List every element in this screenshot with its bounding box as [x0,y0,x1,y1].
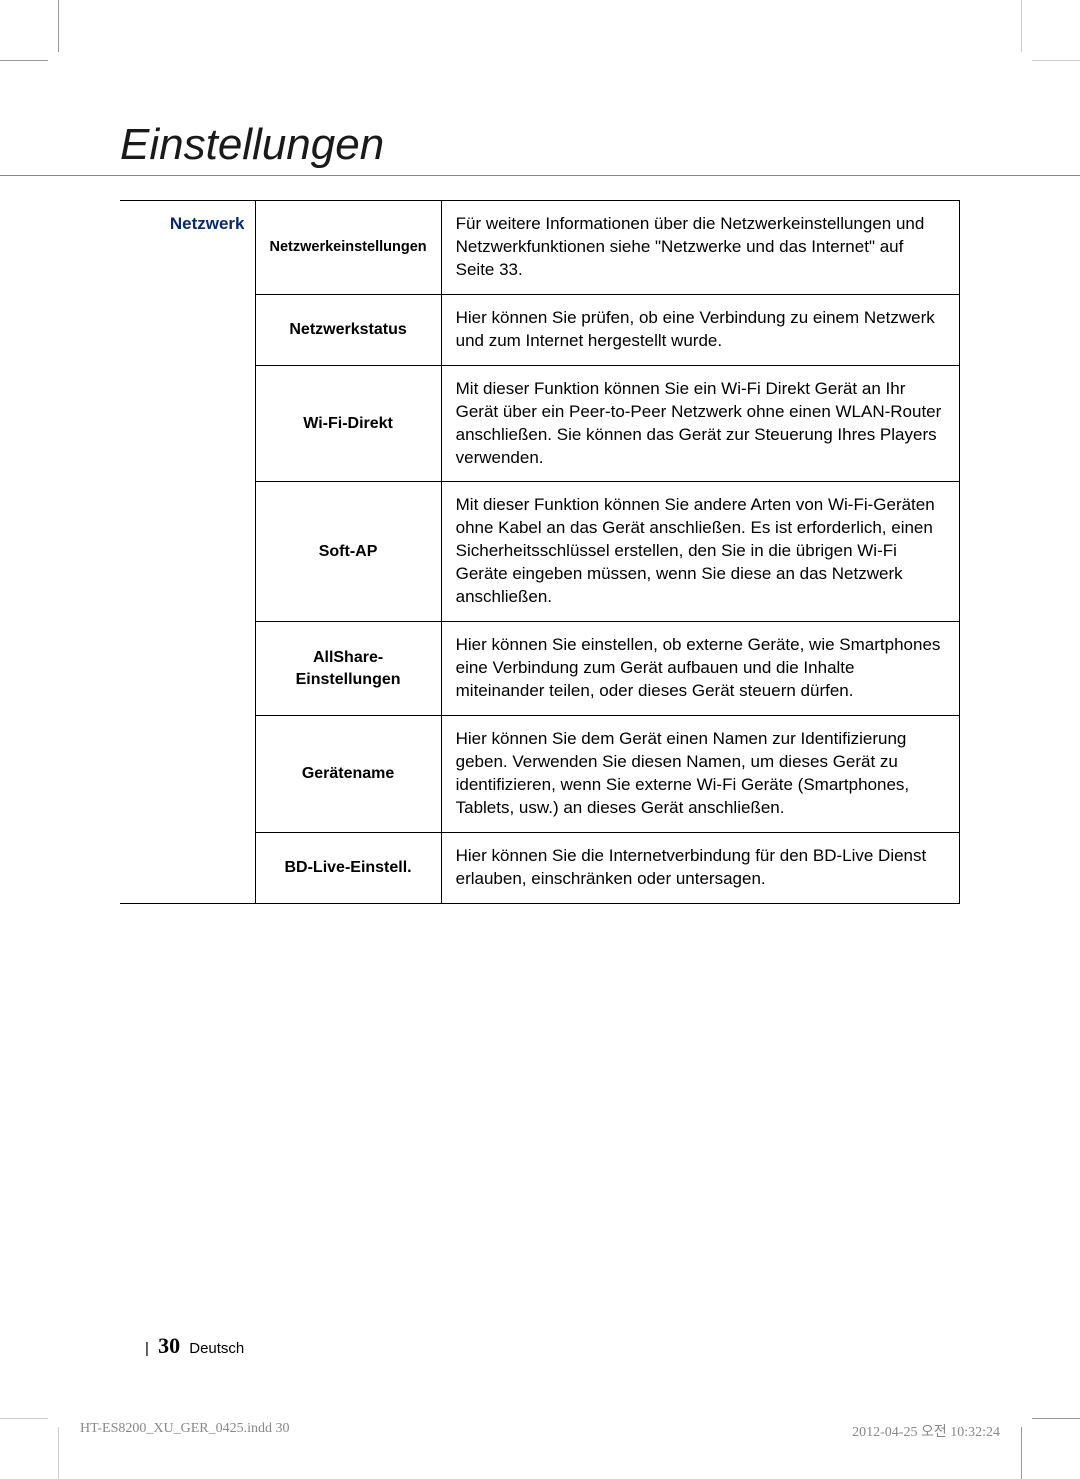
crop-mark [1032,60,1080,61]
page-title: Einstellungen [120,120,384,170]
crop-mark [58,1427,59,1479]
setting-desc-cell: Für weitere Informationen über die Netzw… [441,201,959,295]
table-row: Netzwerk Netzwerkeinstellungen Für weite… [120,201,960,295]
crop-mark [58,0,59,52]
setting-desc-cell: Mit dieser Funktion können Sie andere Ar… [441,482,959,622]
crop-mark [1021,0,1022,52]
setting-desc-cell: Hier können Sie dem Gerät einen Namen zu… [441,715,959,832]
footer-language: Deutsch [189,1340,244,1357]
setting-label-cell: BD-Live-Einstell. [255,832,441,903]
content-area: Netzwerk Netzwerkeinstellungen Für weite… [120,200,960,904]
print-filename: HT-ES8200_XU_GER_0425.indd 30 [80,1421,290,1441]
page-footer: | 30 Deutsch [145,1333,244,1359]
setting-label-cell: Wi-Fi-Direkt [255,365,441,482]
crop-mark [1021,1427,1022,1479]
settings-table: Netzwerk Netzwerkeinstellungen Für weite… [120,200,960,904]
section-header-cell: Netzwerk [120,201,255,904]
print-metadata: HT-ES8200_XU_GER_0425.indd 30 2012-04-25… [80,1421,1000,1441]
setting-label-cell: Netzwerkeinstellungen [255,201,441,295]
setting-desc-cell: Mit dieser Funktion können Sie ein Wi-Fi… [441,365,959,482]
print-timestamp: 2012-04-25 오전 10:32:24 [852,1421,1000,1441]
setting-label-cell: Soft-AP [255,482,441,622]
page-number: 30 [158,1333,180,1358]
crop-mark [1032,1418,1080,1419]
setting-desc-cell: Hier können Sie die Internetverbindung f… [441,832,959,903]
setting-desc-cell: Hier können Sie prüfen, ob eine Verbindu… [441,294,959,365]
setting-label-cell: AllShare-Einstellungen [255,622,441,716]
setting-desc-cell: Hier können Sie einstellen, ob externe G… [441,622,959,716]
crop-mark [0,1418,48,1419]
setting-label-cell: Netzwerkstatus [255,294,441,365]
crop-mark [0,60,48,61]
setting-label-cell: Gerätename [255,715,441,832]
title-underline [0,175,1080,176]
footer-separator: | [145,1340,149,1357]
